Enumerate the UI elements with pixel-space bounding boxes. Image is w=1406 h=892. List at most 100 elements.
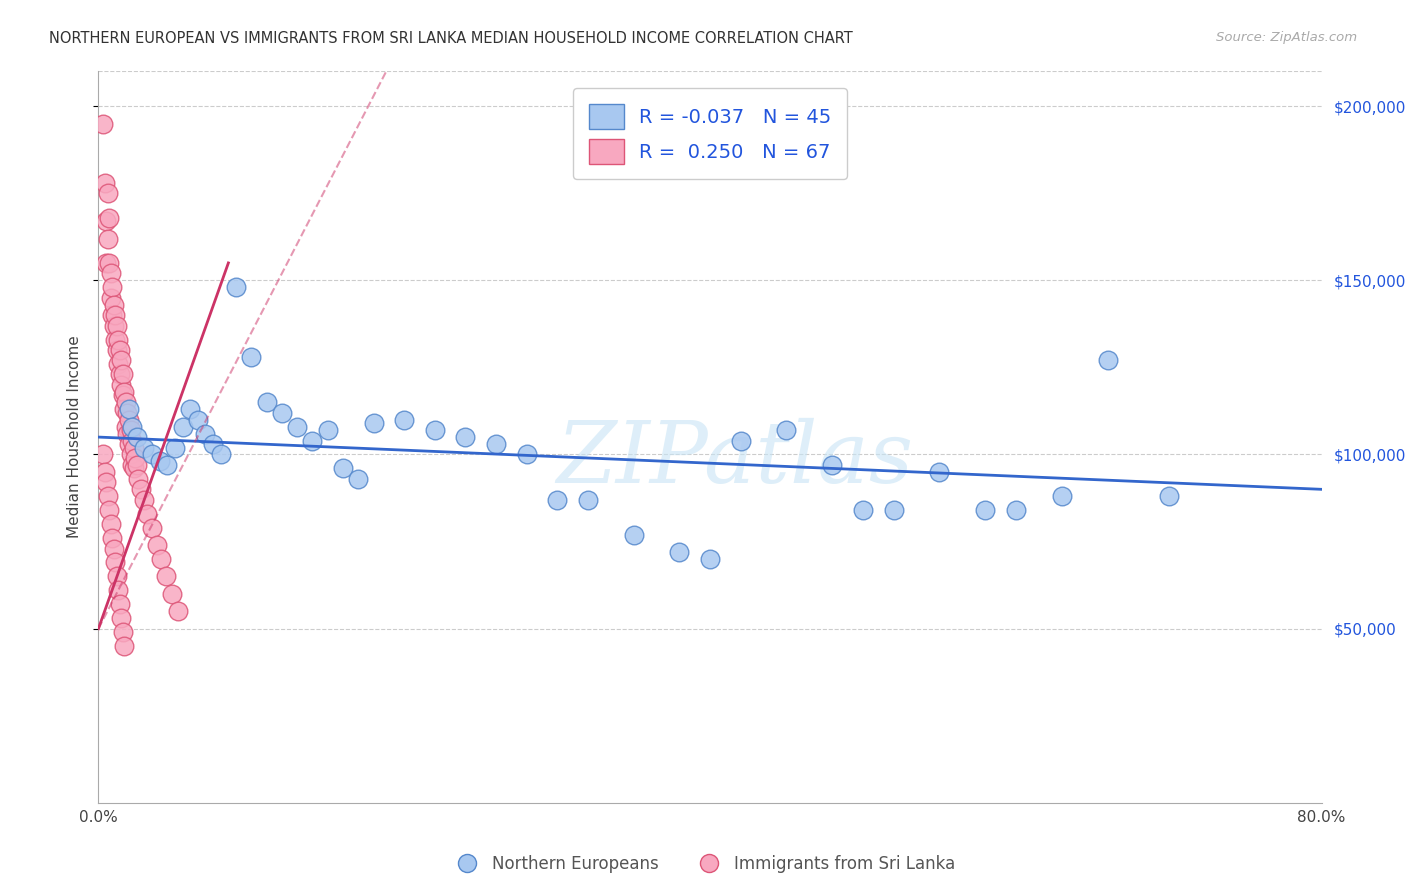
Point bbox=[301, 434, 323, 448]
Point bbox=[100, 266, 122, 280]
Point bbox=[775, 423, 797, 437]
Point bbox=[928, 465, 950, 479]
Text: Source: ZipAtlas.com: Source: ZipAtlas.com bbox=[1216, 31, 1357, 45]
Point bbox=[150, 552, 173, 566]
Point bbox=[134, 492, 156, 507]
Point bbox=[98, 211, 121, 225]
Point bbox=[115, 395, 138, 409]
Point bbox=[118, 437, 141, 451]
Point bbox=[122, 461, 145, 475]
Point bbox=[202, 437, 225, 451]
Point bbox=[883, 503, 905, 517]
Point bbox=[125, 458, 148, 472]
Point bbox=[103, 541, 125, 556]
Point bbox=[256, 395, 278, 409]
Point bbox=[225, 280, 247, 294]
Point bbox=[100, 291, 122, 305]
Point bbox=[141, 448, 163, 462]
Point bbox=[1097, 353, 1119, 368]
Point bbox=[347, 472, 370, 486]
Point bbox=[94, 475, 117, 490]
Point bbox=[129, 483, 152, 497]
Point bbox=[93, 176, 115, 190]
Text: ZIPatlas: ZIPatlas bbox=[555, 417, 912, 500]
Y-axis label: Median Household Income: Median Household Income bbox=[67, 335, 83, 539]
Point bbox=[97, 489, 120, 503]
Point bbox=[101, 531, 124, 545]
Point bbox=[115, 419, 138, 434]
Point bbox=[101, 308, 124, 322]
Point bbox=[1004, 503, 1026, 517]
Point bbox=[121, 458, 143, 472]
Point bbox=[107, 583, 129, 598]
Text: NORTHERN EUROPEAN VS IMMIGRANTS FROM SRI LANKA MEDIAN HOUSEHOLD INCOME CORRELATI: NORTHERN EUROPEAN VS IMMIGRANTS FROM SRI… bbox=[49, 31, 853, 46]
Point bbox=[852, 503, 875, 517]
Point bbox=[104, 308, 127, 322]
Point bbox=[110, 611, 132, 625]
Point bbox=[136, 507, 159, 521]
Point bbox=[285, 419, 308, 434]
Point bbox=[699, 552, 721, 566]
Point bbox=[120, 448, 142, 462]
Point bbox=[111, 368, 134, 382]
Point bbox=[111, 388, 134, 402]
Point bbox=[392, 412, 416, 426]
Point bbox=[160, 587, 183, 601]
Point bbox=[108, 343, 131, 357]
Point bbox=[98, 256, 121, 270]
Point bbox=[546, 492, 568, 507]
Legend: Northern Europeans, Immigrants from Sri Lanka: Northern Europeans, Immigrants from Sri … bbox=[444, 848, 962, 880]
Point bbox=[105, 343, 128, 357]
Point bbox=[105, 318, 128, 333]
Point bbox=[118, 402, 141, 417]
Point bbox=[485, 437, 508, 451]
Point bbox=[209, 448, 232, 462]
Point bbox=[91, 448, 114, 462]
Point bbox=[145, 538, 167, 552]
Point bbox=[108, 597, 131, 611]
Point bbox=[141, 521, 163, 535]
Legend: R = -0.037   N = 45, R =  0.250   N = 67: R = -0.037 N = 45, R = 0.250 N = 67 bbox=[574, 88, 846, 179]
Point bbox=[122, 441, 145, 455]
Point bbox=[240, 350, 263, 364]
Point bbox=[97, 231, 120, 245]
Point bbox=[121, 434, 143, 448]
Point bbox=[93, 465, 115, 479]
Point bbox=[730, 434, 752, 448]
Point bbox=[149, 454, 172, 468]
Point bbox=[104, 333, 127, 347]
Point bbox=[112, 384, 135, 399]
Point bbox=[516, 448, 538, 462]
Point bbox=[118, 412, 141, 426]
Point bbox=[112, 402, 135, 417]
Point bbox=[454, 430, 477, 444]
Point bbox=[332, 461, 354, 475]
Point bbox=[94, 256, 117, 270]
Point bbox=[112, 639, 135, 653]
Point bbox=[101, 280, 124, 294]
Point bbox=[91, 117, 114, 131]
Point bbox=[127, 472, 149, 486]
Point bbox=[107, 333, 129, 347]
Point bbox=[187, 412, 209, 426]
Point bbox=[1050, 489, 1073, 503]
Point bbox=[179, 402, 201, 417]
Point bbox=[668, 545, 690, 559]
Point bbox=[576, 492, 599, 507]
Point bbox=[155, 569, 177, 583]
Point bbox=[103, 318, 125, 333]
Point bbox=[117, 426, 139, 441]
Point bbox=[172, 419, 194, 434]
Point bbox=[821, 458, 844, 472]
Point bbox=[974, 503, 997, 517]
Point bbox=[110, 353, 132, 368]
Point bbox=[163, 441, 186, 455]
Point bbox=[108, 368, 131, 382]
Point bbox=[156, 458, 179, 472]
Point bbox=[97, 186, 120, 201]
Point bbox=[120, 423, 142, 437]
Point bbox=[167, 604, 190, 618]
Point bbox=[111, 625, 134, 640]
Point bbox=[117, 406, 139, 420]
Point bbox=[94, 214, 117, 228]
